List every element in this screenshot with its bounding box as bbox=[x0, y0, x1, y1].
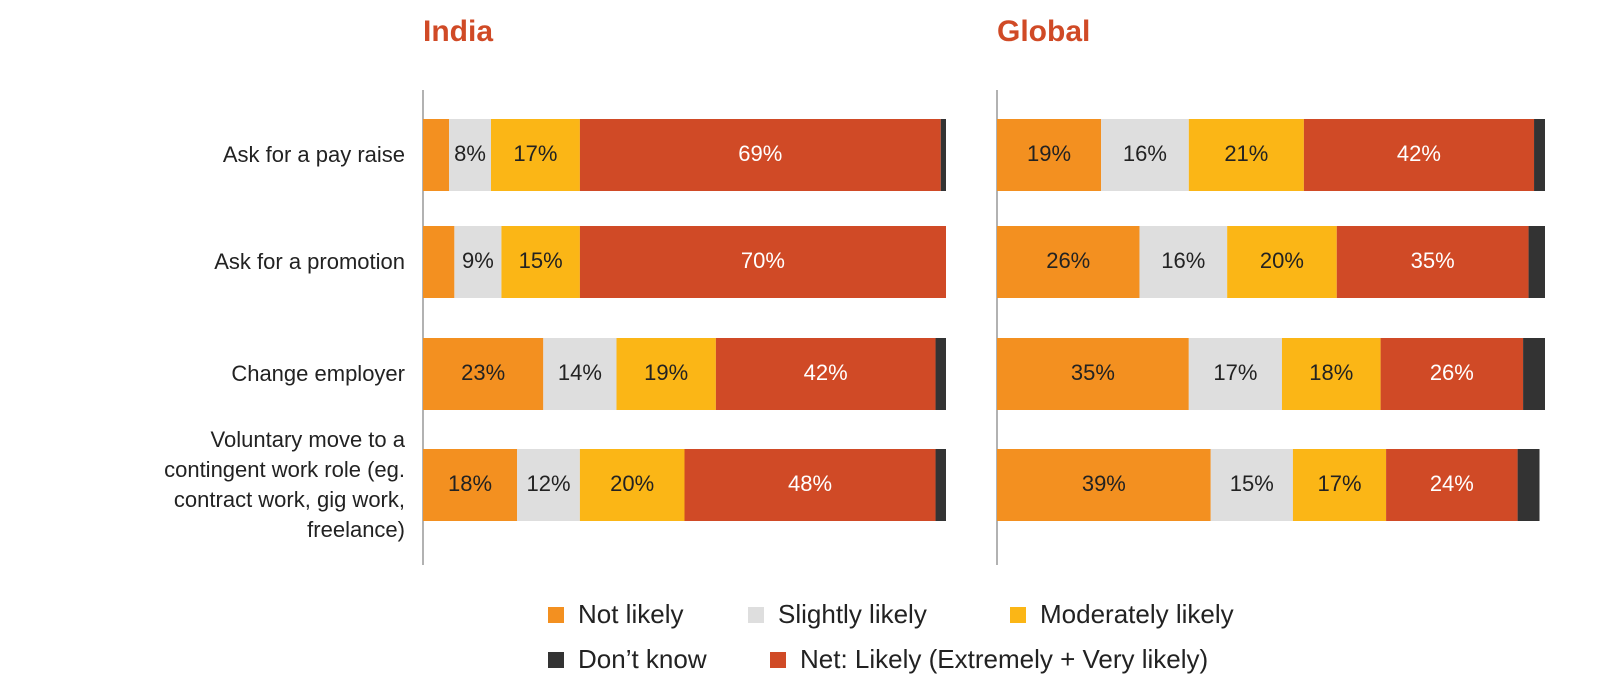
value-label: 19% bbox=[644, 360, 688, 385]
bar-segment bbox=[1528, 226, 1545, 298]
bar-segment bbox=[543, 338, 617, 410]
value-label: 9% bbox=[462, 248, 494, 273]
value-label: 48% bbox=[788, 471, 832, 496]
value-label: 19% bbox=[1027, 141, 1071, 166]
bar-segment bbox=[579, 226, 946, 298]
bar-segment bbox=[997, 119, 1102, 191]
bar-segment bbox=[423, 226, 455, 298]
bar-segment bbox=[579, 119, 941, 191]
value-label: 21% bbox=[1224, 141, 1268, 166]
bar-segment bbox=[1386, 449, 1518, 521]
legend-swatch bbox=[548, 607, 564, 623]
bar-segment bbox=[1517, 449, 1540, 521]
value-label: 14% bbox=[558, 360, 602, 385]
bar-segment bbox=[1188, 119, 1304, 191]
value-label: 20% bbox=[610, 471, 654, 496]
value-label: 24% bbox=[1430, 471, 1474, 496]
legend-swatch bbox=[748, 607, 764, 623]
bar-segment bbox=[449, 119, 491, 191]
value-label: 23% bbox=[461, 360, 505, 385]
bar-segment bbox=[1101, 119, 1189, 191]
value-label: 16% bbox=[1161, 248, 1205, 273]
value-label: 39% bbox=[1082, 471, 1126, 496]
value-label: 35% bbox=[1071, 360, 1115, 385]
legend-swatch bbox=[548, 652, 564, 668]
category-label: Ask for a pay raise bbox=[222, 142, 405, 167]
value-label: 15% bbox=[1230, 471, 1274, 496]
bar-segment bbox=[997, 226, 1140, 298]
bar-segment bbox=[517, 449, 580, 521]
value-label: 18% bbox=[448, 471, 492, 496]
value-label: 42% bbox=[1397, 141, 1441, 166]
value-label: 18% bbox=[1309, 360, 1353, 385]
bar-segment bbox=[1188, 338, 1282, 410]
value-label: 12% bbox=[526, 471, 570, 496]
bar-segment bbox=[935, 449, 946, 521]
legend-swatch bbox=[1010, 607, 1026, 623]
bar-segment bbox=[684, 449, 936, 521]
value-label: 42% bbox=[804, 360, 848, 385]
bar-segment bbox=[1292, 449, 1387, 521]
bar-segment bbox=[1380, 338, 1524, 410]
bar-segment bbox=[1303, 119, 1535, 191]
bar-segment bbox=[1534, 119, 1545, 191]
bar-segment bbox=[501, 226, 580, 298]
bar-segment bbox=[997, 449, 1211, 521]
bar-segment bbox=[1281, 338, 1381, 410]
value-label: 16% bbox=[1123, 141, 1167, 166]
bar-segment bbox=[715, 338, 936, 410]
value-label: 26% bbox=[1046, 248, 1090, 273]
legend-swatch bbox=[770, 652, 786, 668]
bar-segment bbox=[490, 119, 580, 191]
value-label: 69% bbox=[738, 141, 782, 166]
bar-segment bbox=[616, 338, 716, 410]
legend-label: Net: Likely (Extremely + Very likely) bbox=[800, 644, 1208, 674]
value-label: 20% bbox=[1260, 248, 1304, 273]
category-label: Voluntary move to a contingent work role… bbox=[164, 427, 405, 542]
bar-segment bbox=[423, 338, 544, 410]
bar-segment bbox=[423, 449, 518, 521]
value-label: 8% bbox=[454, 141, 486, 166]
value-label: 70% bbox=[741, 248, 785, 273]
bar-segment bbox=[935, 338, 946, 410]
bar-segment bbox=[1139, 226, 1228, 298]
value-label: 17% bbox=[1213, 360, 1257, 385]
legend-label: Slightly likely bbox=[778, 599, 927, 629]
bar-segment bbox=[423, 119, 450, 191]
bar-segment bbox=[1523, 338, 1545, 410]
bar-segment bbox=[1227, 226, 1337, 298]
value-label: 17% bbox=[513, 141, 557, 166]
value-label: 17% bbox=[1317, 471, 1361, 496]
bar-segment bbox=[1210, 449, 1293, 521]
chart-title: India bbox=[423, 15, 493, 48]
legend-label: Don’t know bbox=[578, 644, 707, 674]
bar-segment bbox=[940, 119, 946, 191]
value-label: 35% bbox=[1411, 248, 1455, 273]
legend-label: Not likely bbox=[578, 599, 683, 629]
legend-label: Moderately likely bbox=[1040, 599, 1234, 629]
category-label: Ask for a promotion bbox=[214, 249, 405, 274]
bar-segment bbox=[579, 449, 685, 521]
bar-segment bbox=[454, 226, 502, 298]
bar-segment bbox=[997, 338, 1189, 410]
value-label: 26% bbox=[1430, 360, 1474, 385]
value-label: 15% bbox=[519, 248, 563, 273]
bar-segment bbox=[1336, 226, 1529, 298]
category-label: Change employer bbox=[231, 361, 405, 386]
chart-title: Global bbox=[997, 15, 1090, 48]
